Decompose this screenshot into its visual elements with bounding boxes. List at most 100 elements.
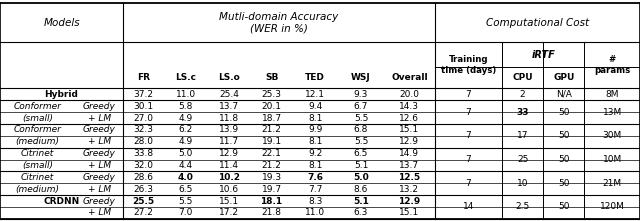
Text: 11.7: 11.7 — [220, 137, 239, 146]
Text: 10M: 10M — [602, 155, 621, 164]
Text: 26.3: 26.3 — [134, 185, 154, 194]
Text: 17: 17 — [517, 131, 529, 140]
Text: 19.7: 19.7 — [262, 185, 282, 194]
Text: 19.1: 19.1 — [262, 137, 282, 146]
Text: 9.2: 9.2 — [308, 149, 322, 158]
Text: LS.o: LS.o — [218, 73, 240, 82]
Text: 25.5: 25.5 — [132, 196, 155, 206]
Text: 6.5: 6.5 — [354, 149, 368, 158]
Text: 9.4: 9.4 — [308, 102, 322, 111]
Text: 50: 50 — [558, 108, 570, 117]
Text: 21.2: 21.2 — [262, 125, 282, 134]
Text: CPU: CPU — [513, 73, 533, 82]
Text: 14.9: 14.9 — [399, 149, 419, 158]
Text: Greedy: Greedy — [83, 149, 116, 158]
Text: 32.0: 32.0 — [134, 161, 154, 170]
Text: Greedy: Greedy — [83, 173, 116, 182]
Text: GPU: GPU — [553, 73, 574, 82]
Text: 14: 14 — [463, 202, 474, 211]
Text: 8.3: 8.3 — [308, 196, 323, 206]
Text: Greedy: Greedy — [83, 125, 116, 134]
Text: 10.2: 10.2 — [218, 173, 241, 182]
Text: 10.6: 10.6 — [220, 185, 239, 194]
Text: (medium): (medium) — [16, 137, 60, 146]
Text: 8M: 8M — [605, 90, 619, 99]
Text: 7: 7 — [466, 90, 472, 99]
Text: N/A: N/A — [556, 90, 572, 99]
Text: Mutli-domain Accuracy
(WER in %): Mutli-domain Accuracy (WER in %) — [220, 12, 339, 33]
Text: + LM: + LM — [88, 185, 111, 194]
Text: 21.8: 21.8 — [262, 208, 282, 217]
Text: 18.7: 18.7 — [262, 114, 282, 122]
Text: 11.4: 11.4 — [220, 161, 239, 170]
Text: 27.2: 27.2 — [134, 208, 154, 217]
Text: 12.9: 12.9 — [220, 149, 239, 158]
Text: iRTF: iRTF — [531, 50, 555, 60]
Text: (small): (small) — [22, 114, 53, 122]
Text: 4.9: 4.9 — [179, 137, 193, 146]
Text: 27.0: 27.0 — [134, 114, 154, 122]
Text: LS.c: LS.c — [175, 73, 196, 82]
Text: 13M: 13M — [602, 108, 621, 117]
Text: 25.3: 25.3 — [262, 90, 282, 99]
Text: 5.1: 5.1 — [353, 196, 369, 206]
Text: + LM: + LM — [88, 208, 111, 217]
Text: CRDNN: CRDNN — [44, 196, 79, 206]
Text: 7.0: 7.0 — [179, 208, 193, 217]
Text: Conformer: Conformer — [14, 125, 61, 134]
Text: 12.6: 12.6 — [399, 114, 419, 122]
Text: 7: 7 — [466, 179, 472, 188]
Text: 32.3: 32.3 — [134, 125, 154, 134]
Text: 50: 50 — [558, 179, 570, 188]
Text: + LM: + LM — [88, 137, 111, 146]
Text: 10: 10 — [517, 179, 529, 188]
Text: 7.6: 7.6 — [307, 173, 323, 182]
Text: 50: 50 — [558, 131, 570, 140]
Text: 9.9: 9.9 — [308, 125, 323, 134]
Text: #
params: # params — [594, 55, 630, 75]
Text: 6.8: 6.8 — [354, 125, 368, 134]
Text: 18.1: 18.1 — [260, 196, 283, 206]
Text: Conformer: Conformer — [14, 102, 61, 111]
Text: 22.1: 22.1 — [262, 149, 282, 158]
Text: Greedy: Greedy — [83, 102, 116, 111]
Text: 50: 50 — [558, 155, 570, 164]
Text: 28.6: 28.6 — [134, 173, 154, 182]
Text: 8.1: 8.1 — [308, 161, 323, 170]
Text: 13.7: 13.7 — [399, 161, 419, 170]
Text: Citrinet: Citrinet — [21, 149, 54, 158]
Text: 30.1: 30.1 — [134, 102, 154, 111]
Text: 13.7: 13.7 — [220, 102, 239, 111]
Text: Computational Cost: Computational Cost — [486, 18, 589, 28]
Text: 5.1: 5.1 — [354, 161, 368, 170]
Text: 4.0: 4.0 — [178, 173, 194, 182]
Text: 25.4: 25.4 — [220, 90, 239, 99]
Text: 8.1: 8.1 — [308, 137, 323, 146]
Text: 12.5: 12.5 — [398, 173, 420, 182]
Text: 7: 7 — [466, 108, 472, 117]
Text: 15.1: 15.1 — [220, 196, 239, 206]
Text: 7: 7 — [466, 155, 472, 164]
Text: 13.2: 13.2 — [399, 185, 419, 194]
Text: Training
time (days): Training time (days) — [441, 55, 496, 75]
Text: Overall: Overall — [391, 73, 428, 82]
Text: 20.1: 20.1 — [262, 102, 282, 111]
Text: 14.3: 14.3 — [399, 102, 419, 111]
Text: + LM: + LM — [88, 161, 111, 170]
Text: 6.7: 6.7 — [354, 102, 368, 111]
Text: 5.0: 5.0 — [353, 173, 369, 182]
Text: 5.8: 5.8 — [179, 102, 193, 111]
Text: 13.9: 13.9 — [220, 125, 239, 134]
Text: 12.9: 12.9 — [398, 196, 420, 206]
Text: 50: 50 — [558, 202, 570, 211]
Text: (small): (small) — [22, 161, 53, 170]
Text: 21M: 21M — [602, 179, 621, 188]
Text: 7: 7 — [466, 131, 472, 140]
Text: Citrinet: Citrinet — [21, 173, 54, 182]
Text: 20.0: 20.0 — [399, 90, 419, 99]
Text: + LM: + LM — [88, 114, 111, 122]
Text: 30M: 30M — [602, 131, 621, 140]
Text: Greedy: Greedy — [83, 196, 116, 206]
Text: 6.2: 6.2 — [179, 125, 193, 134]
Text: 5.5: 5.5 — [179, 196, 193, 206]
